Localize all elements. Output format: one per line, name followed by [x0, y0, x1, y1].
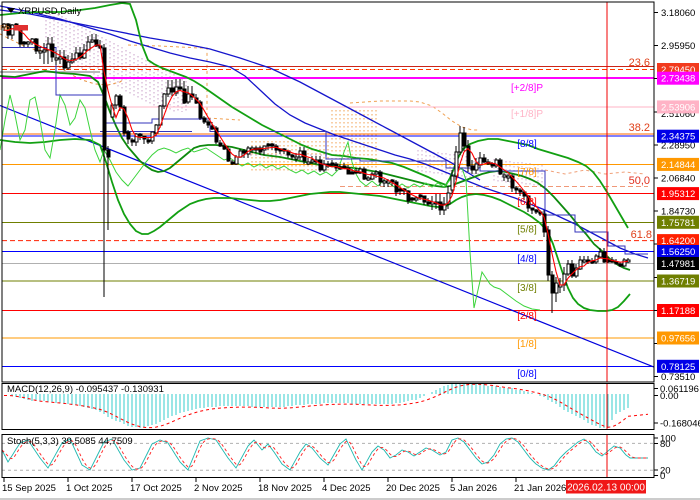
svg-text:[+2/8]P: [+2/8]P — [511, 83, 543, 94]
svg-text:MACD(12,26,9) -0.095437 -0.130: MACD(12,26,9) -0.095437 -0.130931 — [7, 384, 164, 395]
svg-text:21 Jan 2026: 21 Jan 2026 — [514, 483, 566, 494]
svg-text:0.73510: 0.73510 — [661, 372, 695, 383]
svg-text:20: 20 — [660, 466, 671, 477]
svg-text:15 Sep 2025: 15 Sep 2025 — [2, 483, 56, 494]
svg-text:50,0: 50,0 — [629, 175, 650, 187]
svg-text:18 Nov 2025: 18 Nov 2025 — [258, 483, 312, 494]
svg-text:1.36719: 1.36719 — [661, 277, 695, 288]
svg-text:100: 100 — [660, 434, 676, 445]
svg-text:[6/8]: [6/8] — [517, 197, 537, 208]
svg-text:[+1/8]P: [+1/8]P — [511, 109, 543, 120]
svg-text:1.84730: 1.84730 — [661, 207, 695, 218]
svg-text:2.73438: 2.73438 — [661, 74, 695, 85]
svg-text:[7/8]: [7/8] — [517, 167, 537, 178]
svg-text:1.47981: 1.47981 — [661, 259, 695, 270]
svg-text:-0.168046: -0.168046 — [660, 419, 700, 430]
svg-text:80: 80 — [660, 439, 671, 450]
svg-text:2026.02.13 00:00: 2026.02.13 00:00 — [567, 483, 645, 494]
svg-text:1.56250: 1.56250 — [661, 247, 695, 258]
svg-text:38.2: 38.2 — [629, 122, 650, 134]
svg-text:5 Jan 2026: 5 Jan 2026 — [450, 483, 497, 494]
svg-text:61.8: 61.8 — [631, 229, 652, 241]
svg-text:3.18060: 3.18060 — [661, 8, 695, 19]
svg-text:1 Oct 2025: 1 Oct 2025 — [66, 483, 112, 494]
svg-text:0: 0 — [660, 471, 665, 482]
svg-text:0.00: 0.00 — [660, 391, 679, 402]
svg-text:23.6: 23.6 — [629, 57, 650, 69]
svg-text:XRPUSD,Daily: XRPUSD,Daily — [18, 6, 82, 17]
svg-text:0.78125: 0.78125 — [661, 362, 695, 373]
svg-text:2.34375: 2.34375 — [661, 132, 695, 143]
svg-text:2.51060: 2.51060 — [661, 109, 695, 120]
svg-text:[0/8]: [0/8] — [517, 369, 537, 380]
svg-text:[5/8]: [5/8] — [517, 225, 537, 236]
svg-text:[3/8]: [3/8] — [517, 283, 537, 294]
svg-text:2.28950: 2.28950 — [661, 140, 695, 151]
svg-text:1.64200: 1.64200 — [661, 236, 695, 247]
svg-text:2.53906: 2.53906 — [661, 102, 695, 113]
svg-text:0.97656: 0.97656 — [661, 334, 695, 345]
svg-text:[8/8]: [8/8] — [517, 139, 537, 150]
svg-text:1.17188: 1.17188 — [661, 306, 695, 317]
svg-text:2.06840: 2.06840 — [661, 174, 695, 185]
svg-text:17 Oct 2025: 17 Oct 2025 — [130, 483, 182, 494]
svg-text:0.061196: 0.061196 — [660, 384, 699, 395]
svg-text:Fib: Fib — [0, 25, 10, 32]
svg-text:[2/8]: [2/8] — [517, 311, 537, 322]
svg-text:2.79450: 2.79450 — [661, 65, 695, 76]
svg-text:1.75781: 1.75781 — [661, 218, 695, 229]
svg-text:4 Dec 2025: 4 Dec 2025 — [322, 483, 371, 494]
svg-text:Stoch(5,3,3) 39,5085 44,7509: Stoch(5,3,3) 39,5085 44,7509 — [7, 436, 133, 447]
svg-text:1.95312: 1.95312 — [661, 189, 695, 200]
svg-text:[1/8]: [1/8] — [517, 339, 537, 350]
svg-text:2.14844: 2.14844 — [661, 160, 695, 171]
svg-text:2.95950: 2.95950 — [661, 41, 695, 52]
svg-text:20 Dec 2025: 20 Dec 2025 — [386, 483, 440, 494]
svg-text:2 Nov 2025: 2 Nov 2025 — [194, 483, 243, 494]
svg-text:[4/8]: [4/8] — [517, 254, 537, 265]
